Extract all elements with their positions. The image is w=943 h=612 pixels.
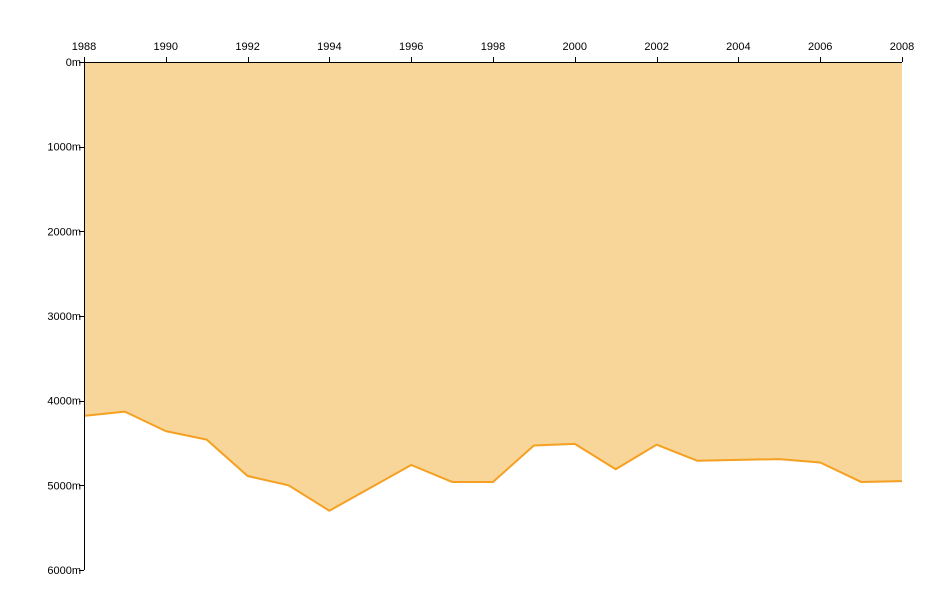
y-tick-label: 5000m [47,480,81,492]
x-tick-label: 1996 [399,41,423,53]
axes [84,62,902,570]
x-tick-label: 1990 [154,41,178,53]
y-tick-label: 1000m [47,142,81,154]
x-tick-label: 2006 [808,41,832,53]
x-axis-ticks: 1988 1990 1992 1994 1996 1998 2000 2002 2004 2006… [72,41,914,62]
x-tick-label: 2000 [563,41,587,53]
x-tick-label: 2008 [890,41,914,53]
plot-area [83,62,903,512]
y-tick-label: 3000m [47,311,81,323]
y-axis-ticks: 0m 1000m 2000m 3000m 4000m 5000m 6000m [47,57,84,577]
y-tick-label: 6000m [47,565,81,577]
x-tick-label: 1994 [317,41,341,53]
x-tick-label: 1988 [72,41,96,53]
y-tick-label: 0m [66,57,81,69]
x-tick-label: 1998 [481,41,505,53]
y-tick-label: 2000m [47,226,81,238]
depth-line [83,410,903,512]
x-tick-label: 2004 [726,41,750,53]
x-tick-label: 1992 [235,41,259,53]
y-tick-label: 4000m [47,396,81,408]
area-fill [84,62,902,511]
x-tick-label: 2002 [644,41,668,53]
